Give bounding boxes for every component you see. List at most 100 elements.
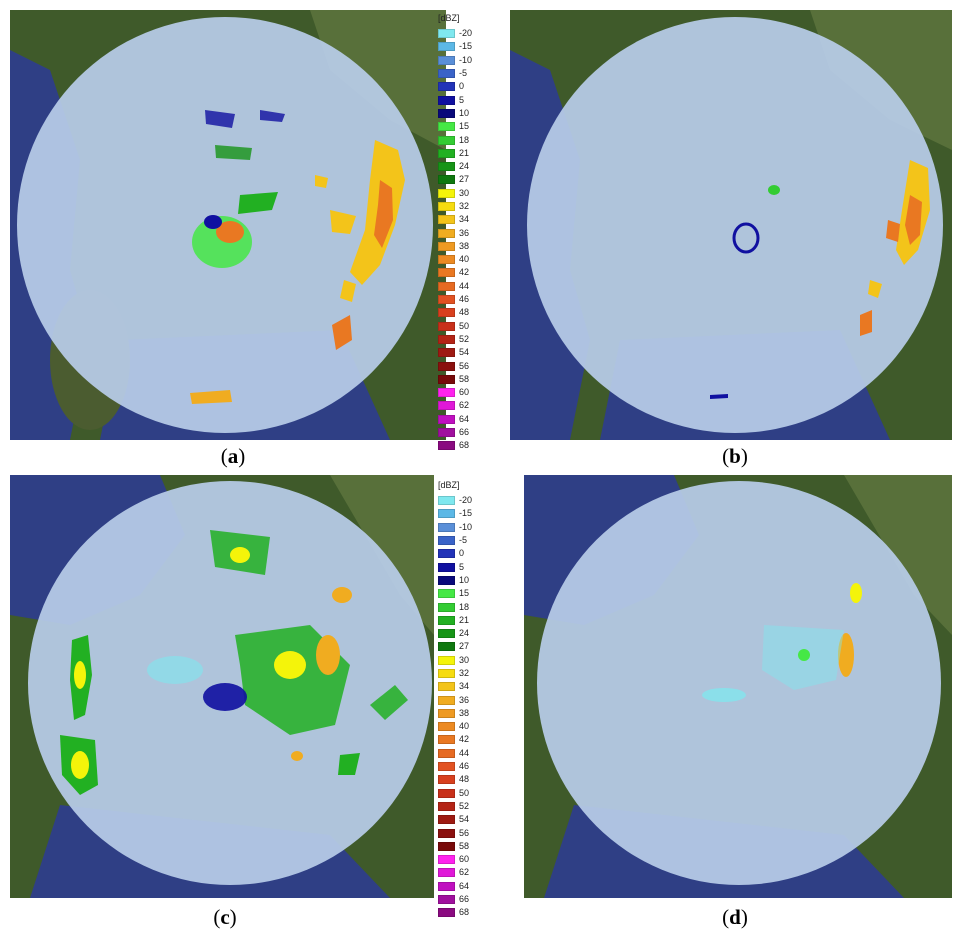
legend-label: 34 [459, 214, 470, 225]
legend-label: 64 [459, 880, 470, 891]
legend-label: -5 [459, 68, 468, 79]
legend-swatch [438, 589, 455, 599]
legend-entry: 62 [438, 399, 472, 412]
legend-label: 50 [459, 320, 470, 331]
legend-swatch [438, 855, 455, 865]
legend-label: 64 [459, 413, 470, 424]
legend-label: 24 [459, 628, 470, 639]
legend-label: 52 [459, 800, 470, 811]
legend-swatch [438, 308, 455, 318]
legend-entry: 34 [438, 680, 472, 693]
echoes-a [190, 110, 405, 404]
legend-swatch [438, 241, 455, 251]
legend-swatch [438, 695, 455, 705]
legend-swatch [438, 496, 455, 506]
legend-swatch [438, 682, 455, 692]
legend-label: 15 [459, 121, 470, 132]
legend-label: 58 [459, 373, 470, 384]
legend-swatch [438, 828, 455, 838]
legend-label: -5 [459, 535, 468, 546]
caption-c: (c) [213, 905, 237, 929]
legend-swatch [438, 549, 455, 559]
legend-entry: -15 [438, 40, 472, 53]
legend-bottom: [dBZ] -20 -15 -10 -5 0 5 10 15 18 21 24 27 30 32 34 36 3… [438, 479, 472, 920]
legend-label: -20 [459, 28, 473, 39]
legend-unit: [dBZ] [438, 13, 460, 23]
legend-entry: 36 [438, 693, 472, 706]
legend-label: -15 [459, 508, 473, 519]
legend-entry: 15 [438, 120, 472, 133]
legend-label: 38 [459, 707, 470, 718]
legend-swatch [438, 748, 455, 758]
legend-entry: 0 [438, 547, 472, 560]
legend-entry: 15 [438, 587, 472, 600]
legend-swatch [438, 295, 455, 305]
legend-label: 52 [459, 333, 470, 344]
legend-entry: 50 [438, 787, 472, 800]
caption-b: (b) [722, 444, 748, 468]
legend-entry: 5 [438, 93, 472, 106]
legend-entry: 38 [438, 240, 472, 253]
legend-swatch [438, 575, 455, 585]
legend-swatch [438, 762, 455, 772]
legend-swatch [438, 509, 455, 519]
legend-swatch [438, 55, 455, 65]
legend-label: 24 [459, 161, 470, 172]
legend-swatch [438, 629, 455, 639]
legend-label: 66 [459, 427, 470, 438]
legend-entry: 36 [438, 226, 472, 239]
legend-swatch [438, 281, 455, 291]
legend-entry: 30 [438, 187, 472, 200]
legend-entry: 48 [438, 306, 472, 319]
legend-entry: 42 [438, 266, 472, 279]
radar-map-d [524, 475, 952, 898]
legend-entry: -10 [438, 54, 472, 67]
radar-map-b [510, 10, 952, 440]
legend-entry: 46 [438, 293, 472, 306]
legend-swatch [438, 374, 455, 384]
legend-entry: 66 [438, 426, 472, 439]
caption-d: (d) [722, 905, 748, 929]
legend-swatch [438, 722, 455, 732]
legend-entry: 60 [438, 386, 472, 399]
echoes-d [702, 583, 862, 702]
legend-swatch [438, 122, 455, 132]
radar-panel-d [524, 475, 952, 898]
legend-label: 32 [459, 668, 470, 678]
legend-entry: 64 [438, 413, 472, 426]
legend-swatch [438, 202, 455, 211]
legend-label: 27 [459, 174, 470, 185]
legend-entry: 42 [438, 733, 472, 746]
legend-swatch [438, 562, 455, 572]
legend-swatch [438, 522, 455, 532]
legend-swatch [438, 801, 455, 811]
legend-entry: 68 [438, 439, 472, 452]
legend-swatch [438, 188, 455, 198]
legend-label: 40 [459, 254, 470, 265]
legend-entry: 24 [438, 627, 472, 640]
legend-label: -10 [459, 54, 473, 65]
legend-swatch [438, 215, 455, 225]
legend-entry: 68 [438, 906, 472, 919]
legend-swatch [438, 642, 455, 652]
legend-label: 62 [459, 867, 470, 878]
legend-label: 15 [459, 588, 470, 599]
legend-entry: -20 [438, 27, 472, 40]
legend-label: 30 [459, 654, 470, 665]
legend-label: 21 [459, 614, 470, 625]
legend-swatch [438, 135, 455, 145]
legend-label: -20 [459, 495, 473, 506]
legend-swatch [438, 428, 455, 438]
legend-swatch [438, 348, 455, 358]
legend-label: 18 [459, 134, 470, 145]
legend-swatch [438, 881, 455, 891]
radar-panel-a [10, 10, 446, 440]
legend-label: 27 [459, 641, 470, 652]
legend-swatch [438, 868, 455, 878]
legend-label: 54 [459, 814, 470, 825]
legend-label: 50 [459, 787, 470, 798]
radar-map-a [10, 10, 446, 440]
legend-entry: 64 [438, 880, 472, 893]
legend-label: 32 [459, 201, 470, 211]
caption-a: (a) [220, 444, 246, 468]
